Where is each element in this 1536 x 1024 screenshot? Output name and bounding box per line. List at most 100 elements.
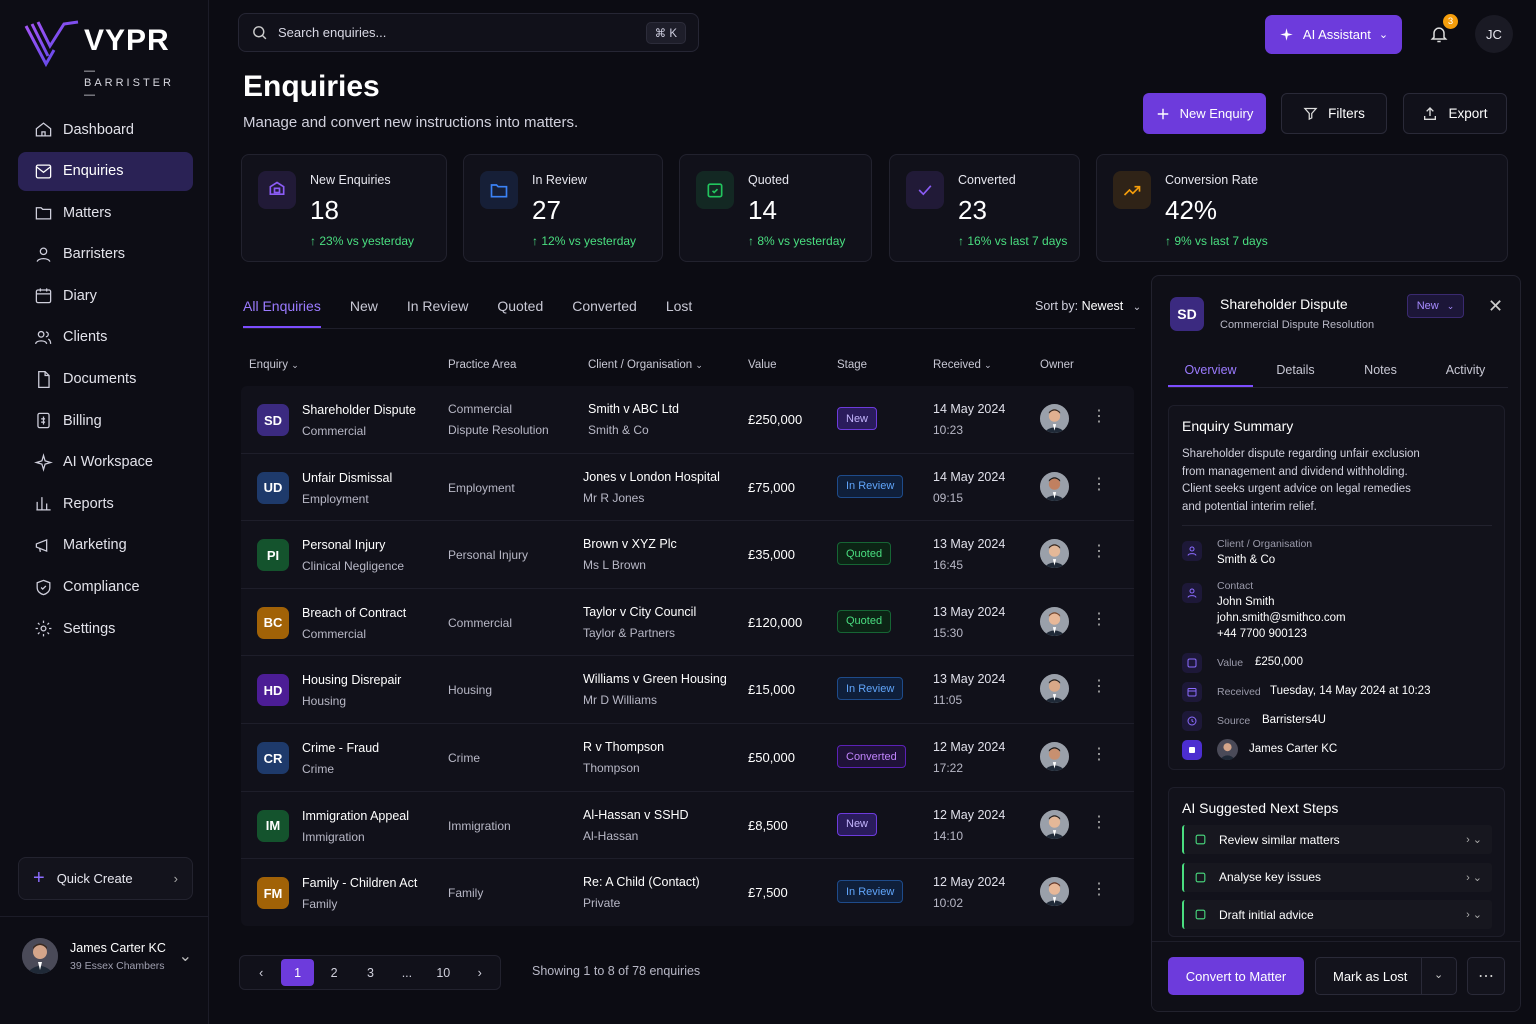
tab-in-review[interactable]: In Review bbox=[406, 298, 469, 314]
row-menu-icon[interactable]: ⋮ bbox=[1091, 813, 1107, 831]
avatar[interactable] bbox=[1040, 674, 1069, 704]
search-input[interactable]: Search enquiries... ⌘ K bbox=[238, 13, 699, 52]
avatar[interactable] bbox=[1040, 539, 1069, 569]
tab-lost[interactable]: Lost bbox=[665, 298, 693, 314]
stat-card-converted[interactable]: Converted 23 ↑ 16% vs last 7 days bbox=[889, 154, 1080, 262]
trending-up-icon bbox=[1113, 171, 1151, 209]
ai-step-item[interactable]: Review similar matters › ⌄ bbox=[1182, 825, 1492, 854]
sidebar-item-diary[interactable]: Diary bbox=[18, 276, 193, 315]
user-initials-avatar[interactable]: JC bbox=[1475, 15, 1513, 53]
sidebar-item-dashboard[interactable]: Dashboard bbox=[18, 110, 193, 149]
chevron-down-icon: ⌄ bbox=[1378, 29, 1389, 41]
contact-phone[interactable]: +44 7700 900123 bbox=[1217, 628, 1307, 640]
sidebar-item-billing[interactable]: Billing bbox=[18, 401, 193, 440]
avatar[interactable] bbox=[1040, 809, 1069, 839]
sidebar-item-matters[interactable]: Matters bbox=[18, 193, 193, 232]
row-menu-icon[interactable]: ⋮ bbox=[1091, 408, 1107, 425]
user-menu[interactable]: James Carter KC 39 Essex Chambers ⌄ bbox=[22, 936, 192, 976]
export-button[interactable]: Export bbox=[1403, 93, 1507, 134]
ai-step-item[interactable]: Draft initial advice › ⌄ bbox=[1182, 900, 1492, 929]
page-button[interactable]: 2 bbox=[330, 965, 338, 980]
sidebar-item-compliance[interactable]: Compliance bbox=[18, 568, 193, 607]
page-button[interactable]: 10 bbox=[436, 965, 451, 980]
avatar[interactable] bbox=[1040, 877, 1069, 907]
mark-as-lost-button[interactable]: Mark as Lost ⌄ bbox=[1315, 957, 1457, 995]
sidebar-item-documents[interactable]: Documents bbox=[18, 360, 193, 399]
new-enquiry-button[interactable]: New Enquiry bbox=[1143, 93, 1266, 134]
ai-step-item[interactable]: Analyse key issues › ⌄ bbox=[1182, 862, 1492, 892]
sidebar-item-reports[interactable]: Reports bbox=[18, 484, 193, 523]
table-row[interactable]: SD Shareholder Dispute Commercial Commer… bbox=[241, 386, 1134, 454]
sidebar-item-barristers[interactable]: Barristers bbox=[18, 235, 193, 274]
table-row[interactable]: CR Crime - Fraud Crime Crime R v Thompso… bbox=[241, 724, 1134, 792]
stat-card-in-review[interactable]: In Review 27 ↑ 12% vs yesterday bbox=[463, 154, 663, 262]
sidebar-item-label: Enquiries bbox=[63, 163, 124, 180]
table-row[interactable]: HD Housing Disrepair Housing Housing Wil… bbox=[241, 656, 1134, 724]
page-button[interactable]: 3 bbox=[367, 965, 374, 980]
sidebar-item-marketing[interactable]: Marketing bbox=[18, 526, 193, 565]
enquiry-value: £250,000 bbox=[748, 412, 803, 427]
tab-quoted[interactable]: Quoted bbox=[497, 298, 544, 314]
stat-trend: ↑ 16% vs last 7 days bbox=[958, 234, 1067, 248]
sidebar-item-clients[interactable]: Clients bbox=[18, 318, 193, 357]
panel-tab-overview[interactable]: Overview bbox=[1168, 350, 1253, 387]
brand-sub: — BARRISTER — bbox=[84, 65, 174, 101]
contact-email[interactable]: john.smith@smithco.com bbox=[1217, 612, 1346, 624]
table-row[interactable]: BC Breach of Contract Commercial Commerc… bbox=[241, 589, 1134, 657]
brand-logo[interactable]: VYPR — BARRISTER — bbox=[24, 20, 194, 101]
row-menu-icon[interactable]: ⋮ bbox=[1091, 678, 1107, 696]
sidebar-item-enquiries[interactable]: Enquiries bbox=[18, 151, 193, 191]
row-menu-icon[interactable]: ⋮ bbox=[1091, 881, 1107, 899]
ai-assistant-button[interactable]: AI Assistant ⌄ bbox=[1265, 15, 1402, 54]
column-header-received[interactable]: Received ⌄ bbox=[933, 359, 992, 371]
table-row[interactable]: FM Family - Children Act Family Family R… bbox=[241, 859, 1134, 927]
row-menu-icon[interactable]: ⋮ bbox=[1091, 610, 1107, 628]
convert-to-matter-button[interactable]: Convert to Matter bbox=[1168, 957, 1304, 995]
panel-tab-details[interactable]: Details bbox=[1276, 363, 1315, 377]
sidebar-item-ai-workspace[interactable]: AI Workspace bbox=[18, 443, 193, 482]
tab-all-enquiries[interactable]: All Enquiries bbox=[243, 290, 321, 328]
summary-text: Shareholder dispute regarding unfair exc… bbox=[1182, 448, 1420, 513]
bar-chart-icon bbox=[36, 497, 51, 511]
panel-tab-notes[interactable]: Notes bbox=[1364, 363, 1397, 377]
sort-value: Newest bbox=[1081, 299, 1124, 313]
quick-create-button[interactable]: + Quick Create › bbox=[18, 857, 193, 900]
sidebar-item-label: AI Workspace bbox=[63, 454, 153, 471]
table-row[interactable]: IM Immigration Appeal Immigration Immigr… bbox=[241, 792, 1134, 860]
close-icon[interactable]: ✕ bbox=[1488, 296, 1504, 316]
avatar[interactable] bbox=[1040, 471, 1069, 501]
tab-converted[interactable]: Converted bbox=[572, 298, 637, 314]
stat-card-quoted[interactable]: Quoted 14 ↑ 8% vs yesterday bbox=[679, 154, 872, 262]
notifications-button[interactable] bbox=[1420, 15, 1458, 53]
panel-stage-dropdown[interactable]: New ⌄ bbox=[1407, 294, 1464, 318]
sidebar-item-settings[interactable]: Settings bbox=[18, 609, 193, 648]
column-header-client-organisation[interactable]: Client / Organisation ⌄ bbox=[588, 359, 703, 371]
next-page-button[interactable]: › bbox=[477, 965, 482, 980]
row-menu-icon[interactable]: ⋮ bbox=[1091, 475, 1107, 493]
arrow-up-icon: ↑ bbox=[958, 234, 968, 248]
stat-card-new-enquiries[interactable]: New Enquiries 18 ↑ 23% vs yesterday bbox=[241, 154, 447, 262]
table-row[interactable]: UD Unfair Dismissal Employment Employmen… bbox=[241, 454, 1134, 522]
client-name: R v Thompson bbox=[583, 740, 665, 754]
tab-new[interactable]: New bbox=[349, 298, 378, 314]
chevron-right-icon: › bbox=[173, 871, 178, 886]
page-button[interactable]: ... bbox=[401, 965, 413, 980]
chevron-down-icon[interactable]: ⌄ bbox=[1434, 969, 1444, 981]
avatar[interactable] bbox=[1040, 606, 1069, 636]
page-title: Enquiries bbox=[243, 70, 380, 103]
filters-button[interactable]: Filters bbox=[1281, 93, 1387, 134]
more-options-icon[interactable]: ⋯ bbox=[1467, 957, 1505, 995]
table-row[interactable]: PI Personal Injury Clinical Negligence P… bbox=[241, 521, 1134, 589]
row-menu-icon[interactable]: ⋮ bbox=[1091, 746, 1107, 763]
sort-dropdown[interactable]: Sort by: Newest ⌄ bbox=[1035, 299, 1141, 313]
page-button[interactable]: 1 bbox=[281, 959, 314, 986]
stat-trend: ↑ 23% vs yesterday bbox=[310, 234, 414, 248]
enquiry-avatar: UD bbox=[257, 471, 289, 504]
stat-card-conversion-rate[interactable]: Conversion Rate 42% ↑ 9% vs last 7 days bbox=[1096, 154, 1508, 262]
avatar[interactable] bbox=[1040, 404, 1069, 433]
panel-tab-activity[interactable]: Activity bbox=[1445, 363, 1486, 377]
row-menu-icon[interactable]: ⋮ bbox=[1091, 543, 1107, 561]
prev-page-button[interactable]: ‹ bbox=[259, 965, 264, 980]
column-header-enquiry[interactable]: Enquiry ⌄ bbox=[249, 359, 299, 371]
avatar[interactable] bbox=[1040, 742, 1069, 771]
